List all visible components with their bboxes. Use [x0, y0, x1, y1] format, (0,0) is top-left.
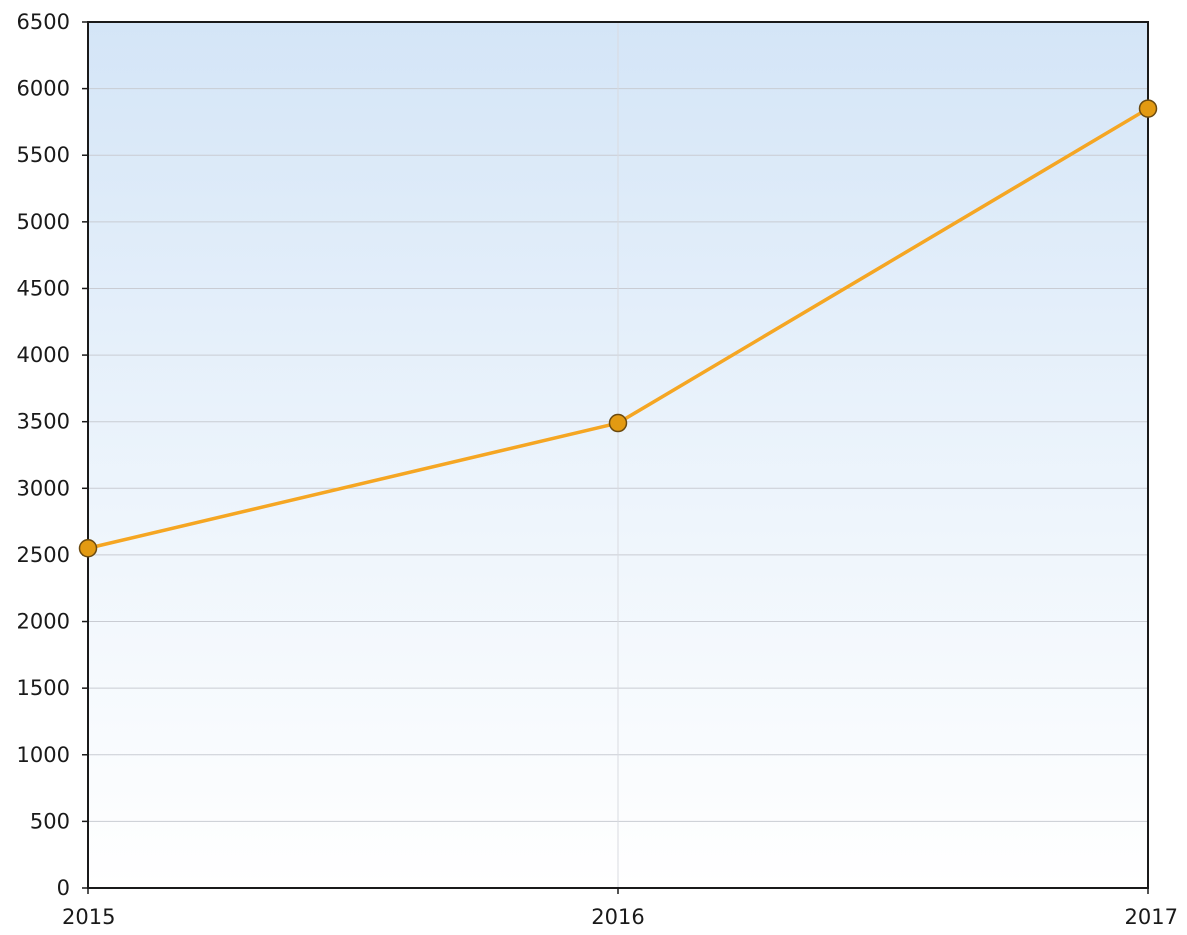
y-tick-label: 6500 — [17, 10, 70, 34]
data-point — [608, 413, 628, 433]
tick-labels: 0 500 1000 1500 2000 2500 3000 3500 4000 4500 5000… — [17, 10, 1178, 929]
y-tick-label: 4000 — [17, 343, 70, 367]
y-tick-label: 4500 — [17, 276, 70, 300]
data-point — [78, 539, 98, 558]
y-tick-label: 6000 — [17, 77, 70, 101]
y-tick-label: 5000 — [17, 210, 70, 234]
y-tick-label: 3000 — [17, 476, 70, 500]
x-tick-label: 2016 — [591, 905, 644, 929]
y-tick-label: 500 — [30, 809, 70, 833]
y-tick-label: 3500 — [17, 410, 70, 434]
y-tick-label: 0 — [57, 876, 70, 900]
y-tick-label: 2500 — [17, 543, 70, 567]
y-tick-label: 2000 — [17, 610, 70, 634]
x-tick-label: 2017 — [1125, 905, 1178, 929]
x-tick-label: 2015 — [62, 905, 115, 929]
series — [78, 99, 1158, 558]
y-tick-label: 1500 — [17, 676, 70, 700]
y-tick-label: 5500 — [17, 143, 70, 167]
y-tick-label: 1000 — [17, 743, 70, 767]
plot-frame — [87, 21, 1149, 889]
data-point — [1138, 99, 1158, 118]
grid-lines — [88, 22, 1148, 888]
